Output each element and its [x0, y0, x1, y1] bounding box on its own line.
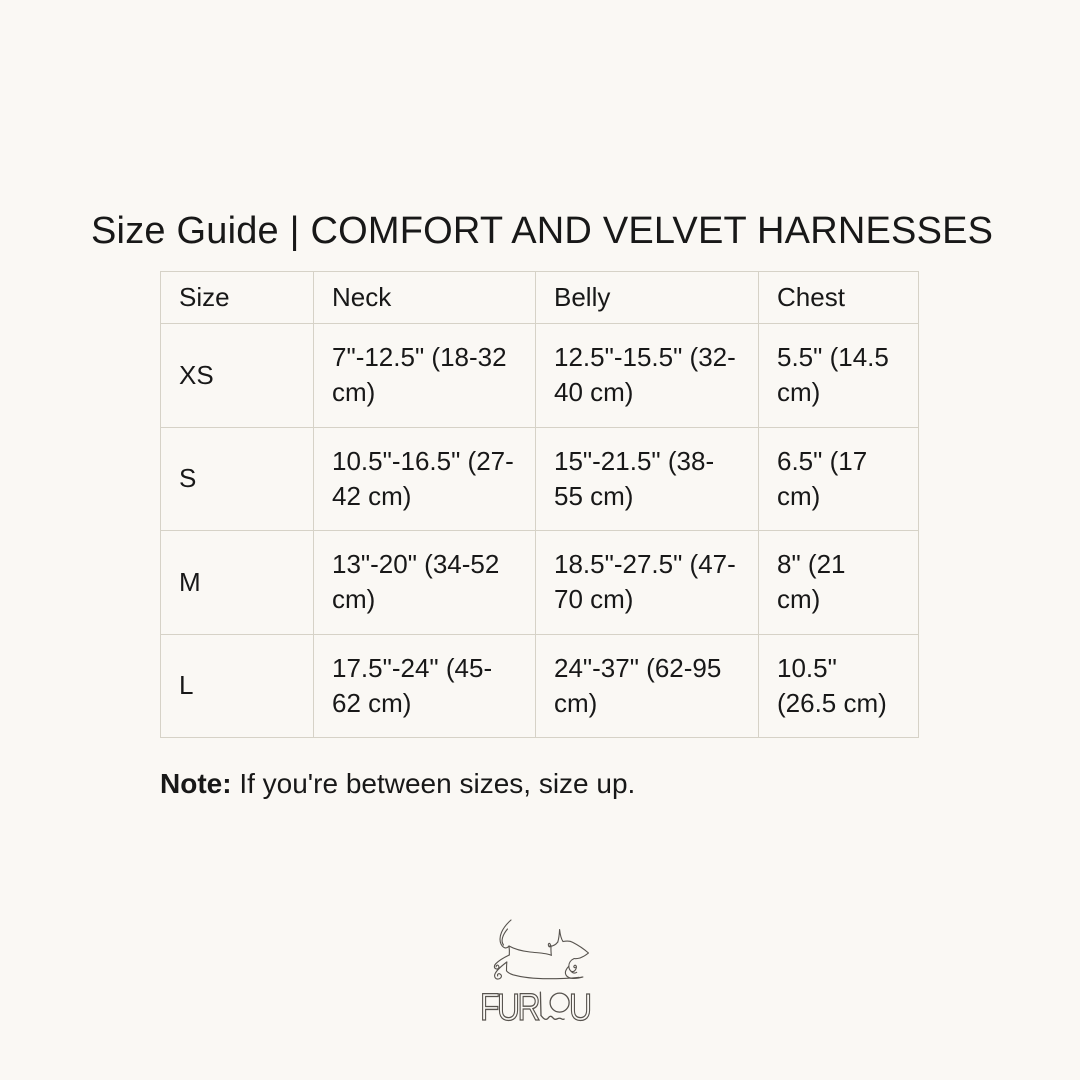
- svg-text:FUR: FUR: [480, 988, 539, 1029]
- svg-text:U: U: [569, 988, 590, 1029]
